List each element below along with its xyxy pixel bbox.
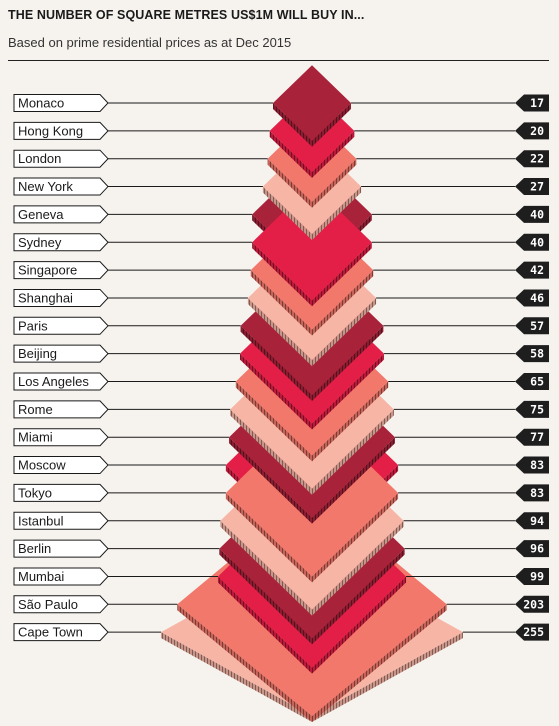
sao-paulo-value-tag [515,595,549,613]
moscow-label-tag [13,456,109,475]
sao-paulo-label: São Paulo [18,597,78,612]
new-york-label: New York [18,179,73,194]
paris-value: 57 [530,319,544,333]
tokyo-label-tag [13,483,109,502]
los-angeles-label: Los Angeles [18,374,89,389]
shanghai-label: Shanghai [18,290,73,305]
mumbai-label: Mumbai [18,569,64,584]
geneva-label-tag [13,205,109,224]
new-york-value-tag [515,178,549,196]
sydney-diamond [252,184,372,307]
chart-rows: Monaco 17 Hong Kong 20 London 22 New York 27 Gen… [13,94,549,642]
geneva-value: 40 [530,207,544,221]
tokyo-value: 83 [530,486,544,500]
monaco-label: Monaco [18,96,64,111]
london-value: 22 [530,152,544,166]
berlin-label: Berlin [18,541,51,556]
monaco-diamond [273,65,351,147]
mumbai-value-tag [515,567,549,585]
sydney-label: Sydney [18,235,62,250]
new-york-label-tag [13,177,109,196]
cape-town-label-tag [13,623,109,642]
singapore-value-tag [515,261,549,279]
shanghai-value-tag [515,289,549,307]
moscow-value: 83 [530,458,544,472]
new-york-value: 27 [530,180,544,194]
geneva-value-tag [515,205,549,223]
paris-value-tag [515,317,549,335]
berlin-value: 96 [530,542,544,556]
miami-value-tag [515,428,549,446]
london-label-tag [13,149,109,168]
chart-subtitle: Based on prime residential prices as at … [8,35,292,50]
beijing-label: Beijing [18,346,57,361]
monaco-label-tag [13,94,109,112]
rome-label-tag [13,400,109,419]
monaco-value: 17 [530,96,544,110]
los-angeles-value: 65 [530,375,544,389]
rome-label: Rome [18,402,53,417]
cape-town-label: Cape Town [18,625,83,640]
geneva-label: Geneva [18,207,64,222]
sydney-label-tag [13,233,109,252]
berlin-value-tag [515,540,549,558]
sao-paulo-value: 203 [523,597,544,611]
rome-value: 75 [530,402,544,416]
sydney-value-tag [515,233,549,251]
shanghai-label-tag [13,288,109,307]
sydney-value: 40 [530,235,544,249]
beijing-value-tag [515,345,549,363]
berlin-label-tag [13,539,109,558]
miami-value: 77 [530,430,544,444]
tokyo-label: Tokyo [18,485,52,500]
paris-label-tag [13,316,109,335]
mumbai-label-tag [13,567,109,586]
hong-kong-value-tag [515,122,549,140]
shanghai-value: 46 [530,291,544,305]
title-divider [8,60,549,61]
beijing-value: 58 [530,347,544,361]
london-value-tag [515,150,549,168]
singapore-label: Singapore [18,263,77,278]
moscow-value-tag [515,456,549,474]
moscow-label: Moscow [18,458,66,473]
singapore-label-tag [13,261,109,280]
istanbul-value-tag [515,512,549,530]
miami-label: Miami [18,430,53,445]
chart-title: THE NUMBER OF SQUARE METRES US$1M WILL B… [8,8,365,22]
mumbai-value: 99 [530,569,544,583]
rome-value-tag [515,400,549,418]
sao-paulo-label-tag [13,595,109,614]
los-angeles-value-tag [515,373,549,390]
cape-town-value-tag [515,623,549,641]
istanbul-label-tag [13,511,109,530]
istanbul-label: Istanbul [18,513,64,528]
hong-kong-value: 20 [530,124,544,138]
beijing-label-tag [13,344,109,363]
paris-label: Paris [18,318,48,333]
tokyo-value-tag [515,484,549,502]
istanbul-value: 94 [530,514,544,528]
hong-kong-label: Hong Kong [18,123,83,138]
london-label: London [18,151,61,166]
cape-town-value: 255 [523,625,544,639]
monaco-value-tag [515,94,549,112]
hong-kong-label-tag [13,121,109,140]
miami-label-tag [13,428,109,447]
diamond-shapes [161,65,463,722]
los-angeles-label-tag [13,372,109,391]
singapore-value: 42 [530,263,544,277]
